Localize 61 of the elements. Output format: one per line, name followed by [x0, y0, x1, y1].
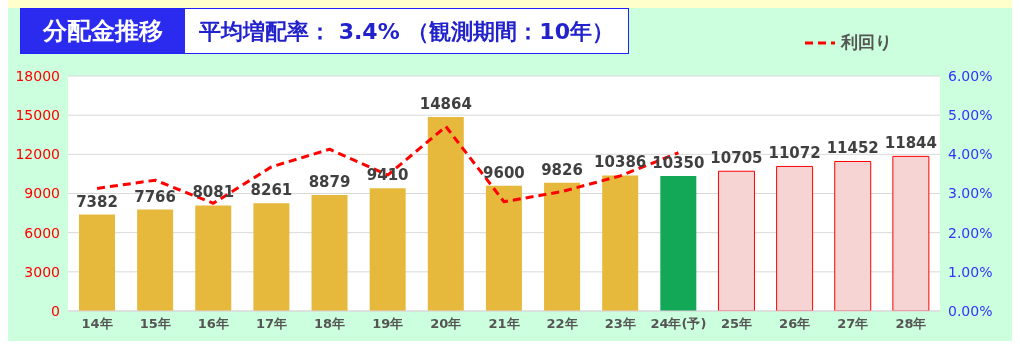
x-tick-label: 22年 [546, 316, 578, 332]
bar [311, 195, 348, 311]
x-tick-label: 17年 [255, 316, 288, 332]
x-tick-label: 18年 [314, 316, 346, 332]
data-label: 7382 [76, 192, 118, 211]
data-label: 11072 [768, 144, 821, 163]
data-label: 10350 [652, 153, 705, 172]
data-label: 14864 [419, 94, 472, 113]
y2-tick-label: 3.00% [948, 185, 993, 202]
bar [253, 203, 290, 311]
x-tick-label: 28年 [895, 316, 927, 332]
data-label: 9410 [366, 166, 409, 185]
y-tick-label: 12000 [15, 146, 60, 163]
data-label: 9600 [483, 163, 525, 182]
bar [369, 188, 406, 311]
y-tick-label: 6000 [24, 224, 60, 241]
y-tick-label: 18000 [15, 67, 60, 84]
chart-subtitle: 平均増配率： 3.4% （観測期間：10年） [198, 18, 615, 46]
y2-tick-label: 5.00% [948, 107, 993, 124]
data-label: 7766 [134, 187, 177, 206]
y2-tick-label: 6.00% [948, 67, 993, 84]
y2-tick-label: 1.00% [948, 263, 993, 280]
x-tick-label: 15年 [139, 316, 171, 332]
chart-title: 分配金推移 [21, 9, 185, 53]
bar [602, 175, 639, 311]
bar [485, 185, 522, 311]
bar [776, 165, 814, 311]
x-tick-label: 19年 [372, 316, 404, 332]
x-tick-label: 27年 [837, 316, 869, 332]
x-tick-label: 23年 [604, 316, 636, 332]
legend-label: 利回り [841, 31, 892, 54]
bar [544, 182, 581, 311]
data-label: 8879 [308, 173, 351, 192]
data-label: 9826 [541, 160, 583, 179]
x-tick-label: 25年 [720, 316, 753, 332]
x-tick-label: 14年 [81, 316, 113, 332]
y2-tick-label: 4.00% [948, 146, 993, 163]
y2-tick-label: 2.00% [948, 224, 993, 241]
x-tick-label: 20年 [430, 316, 462, 332]
data-label: 10386 [594, 153, 647, 172]
x-tick-label: 26年 [779, 316, 811, 332]
bar [892, 155, 930, 311]
bar [717, 170, 755, 311]
bar [834, 160, 872, 311]
bar [660, 175, 697, 311]
y-tick-label: 3000 [24, 263, 60, 280]
y2-tick-label: 0.00% [948, 302, 993, 319]
data-label: 8261 [250, 181, 293, 200]
bar [427, 116, 464, 311]
y-tick-label: 0 [51, 302, 60, 319]
bar [79, 214, 115, 311]
x-tick-label: 24年(予) [650, 316, 707, 332]
y-tick-label: 9000 [24, 185, 60, 202]
x-tick-label: 16年 [197, 316, 229, 332]
data-label: 11452 [826, 139, 879, 158]
y-tick-label: 15000 [15, 107, 60, 124]
bar [137, 209, 174, 311]
x-tick-label: 21年 [488, 316, 520, 332]
data-label: 10705 [710, 149, 763, 168]
bar [195, 205, 232, 311]
data-label: 11844 [884, 134, 937, 153]
